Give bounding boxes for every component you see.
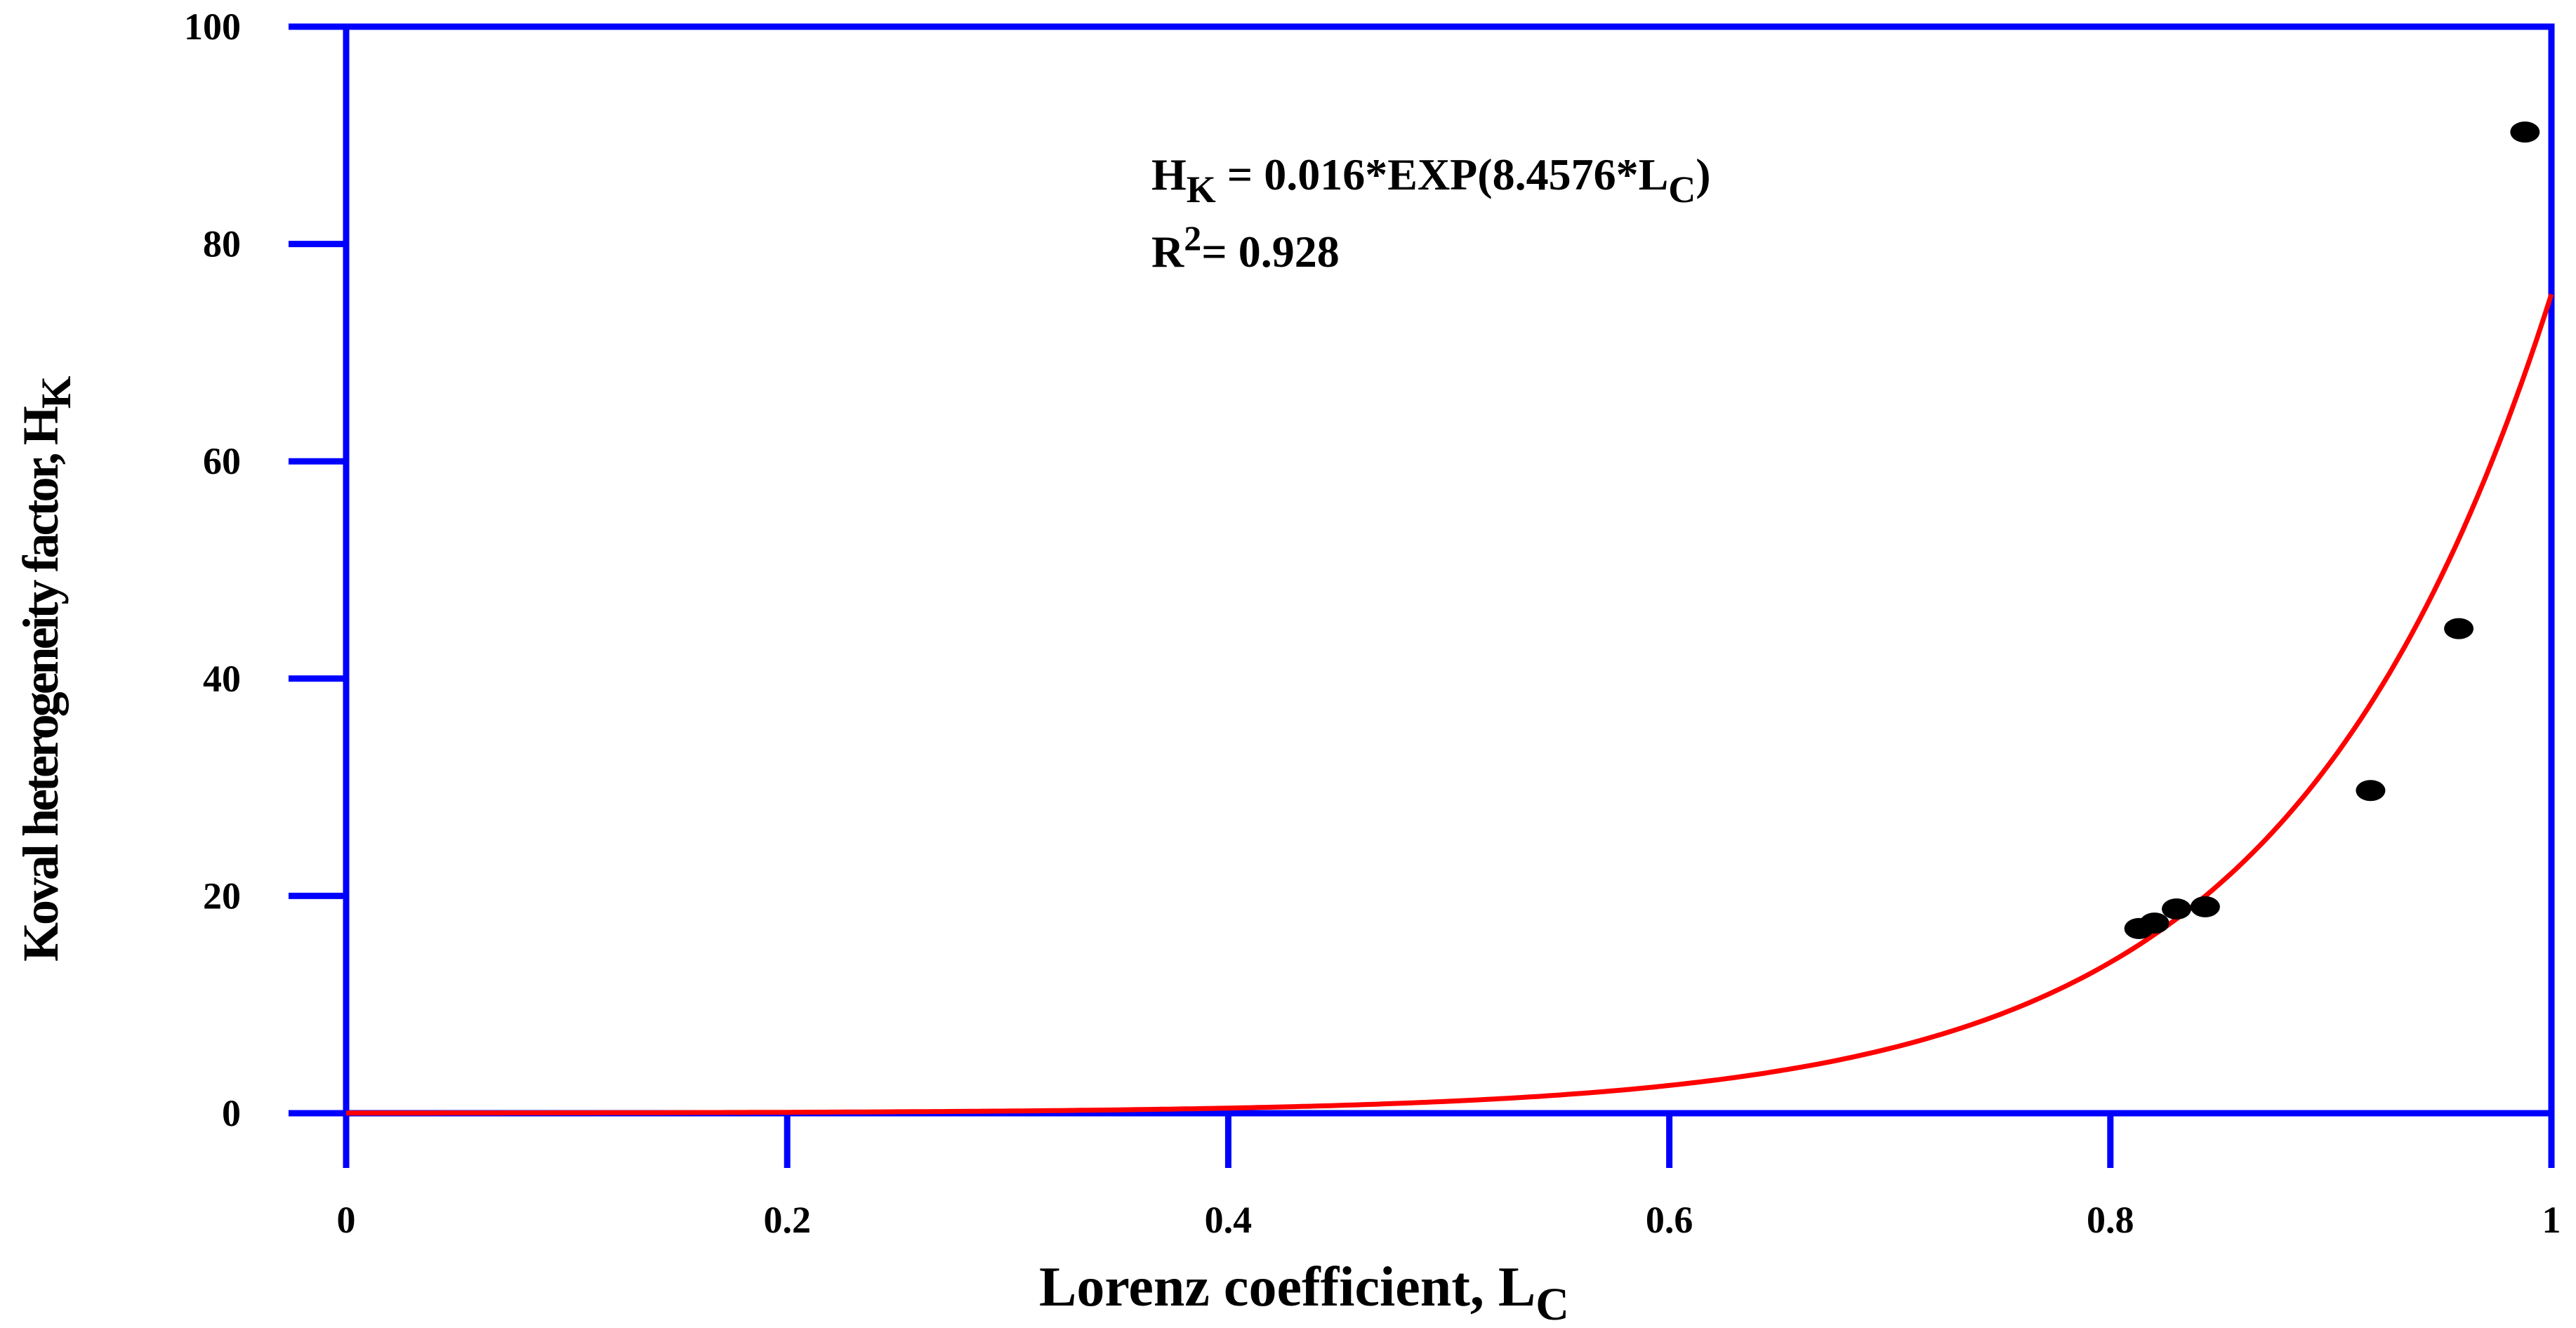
data-points	[2124, 121, 2540, 939]
data-point	[2356, 780, 2386, 802]
y-tick-label: 20	[203, 875, 241, 917]
x-tick-label: 0.8	[2087, 1199, 2134, 1241]
x-tick-label: 1	[2542, 1199, 2561, 1241]
y-tick-label: 40	[203, 658, 241, 700]
r-squared-rhs: = 0.928	[1201, 227, 1339, 277]
y-axis-title-sub: K	[33, 376, 79, 409]
r-squared-lhs: R	[1151, 227, 1184, 277]
plot-frame	[343, 23, 2555, 1117]
data-point	[2162, 898, 2192, 919]
y-axis-title: Koval heterogeneity factor, HK	[13, 376, 79, 962]
fit-curve	[345, 293, 2554, 1116]
y-tick-label: 0	[222, 1092, 241, 1134]
data-point	[2139, 912, 2169, 934]
data-point	[2510, 121, 2540, 143]
equation-lhs: H	[1151, 150, 1187, 199]
r-squared-sup: 2	[1184, 218, 1201, 258]
y-axis-title-main: Koval heterogeneity factor, H	[13, 406, 69, 962]
data-point	[2190, 896, 2220, 917]
equation-rhs-sub: C	[1668, 168, 1696, 211]
x-tick-label: 0.4	[1205, 1199, 1253, 1241]
equation-lhs-sub: K	[1187, 168, 1216, 211]
y-tick-label: 60	[203, 440, 241, 482]
x-axis-title-main: Lorenz coefficient, L	[1039, 1256, 1535, 1318]
equation-rhs: = 0.016*EXP(8.4576*L	[1216, 150, 1668, 199]
r-squared-annotation: R2= 0.928	[1151, 218, 1340, 277]
y-tick-label: 80	[203, 223, 241, 265]
equation-tail: )	[1696, 150, 1710, 199]
x-tick-label: 0.2	[763, 1199, 811, 1241]
x-tick-label: 0	[337, 1199, 356, 1241]
tick-labels: 0 0.2 0.4 0.6 0.8 1 0 20 40 60 80 100	[184, 6, 2561, 1241]
axis-ticks	[289, 23, 2555, 1168]
equation-annotation: HK = 0.016*EXP(8.4576*LC)	[1151, 150, 1711, 211]
x-tick-label: 0.6	[1646, 1199, 1693, 1241]
data-point	[2444, 618, 2474, 639]
x-axis-title: Lorenz coefficient, LC	[1039, 1256, 1569, 1328]
y-tick-label: 100	[184, 6, 241, 48]
x-axis-title-sub: C	[1535, 1279, 1569, 1328]
